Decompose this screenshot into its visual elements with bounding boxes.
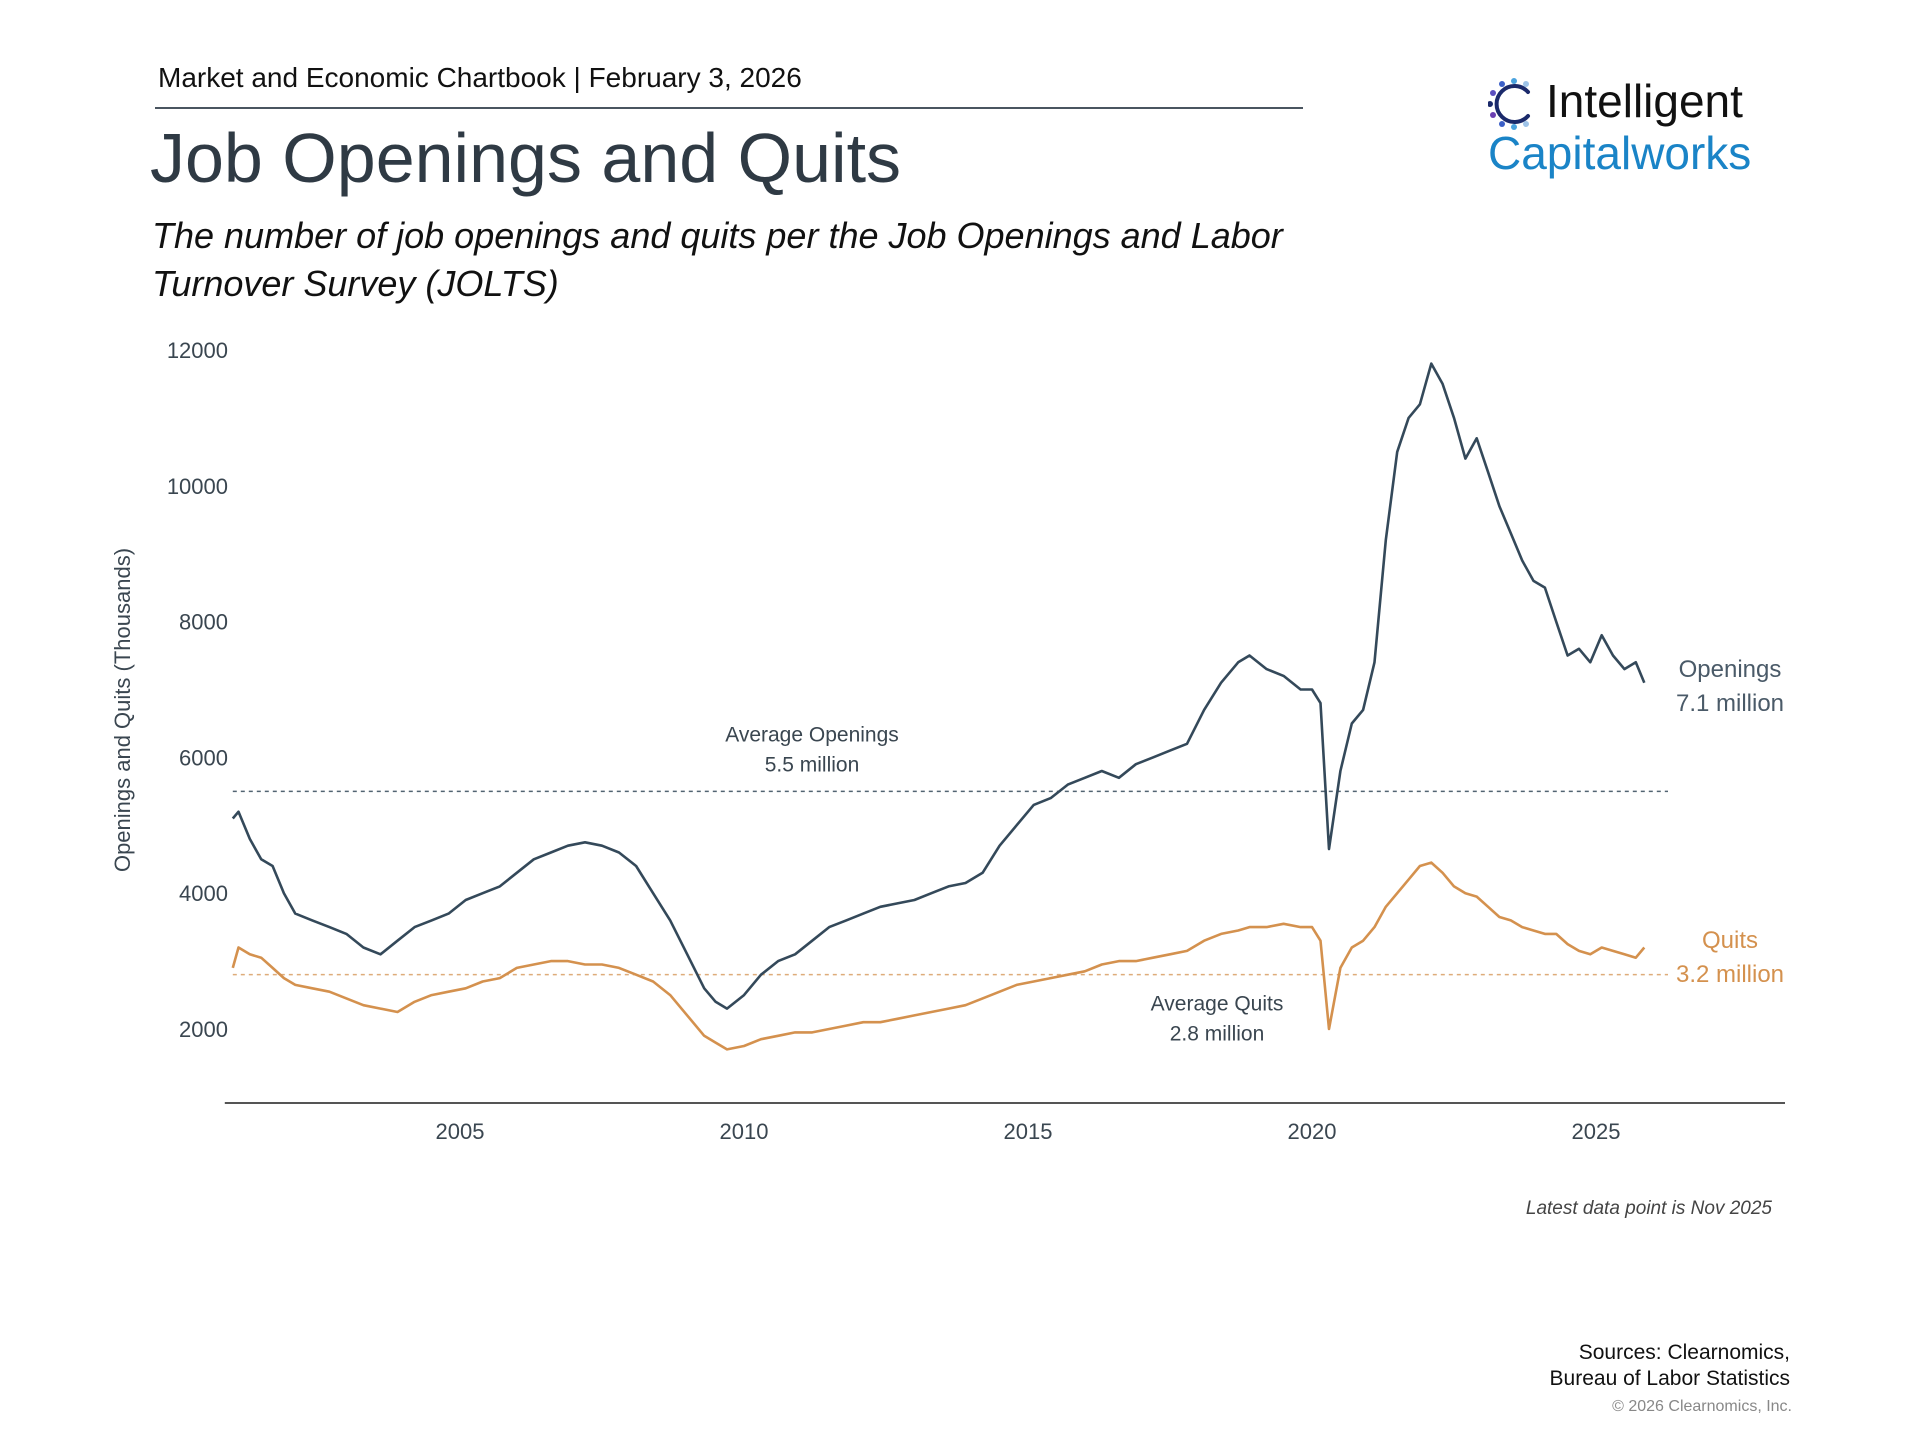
- chartbook-kicker: Market and Economic Chartbook | February…: [158, 62, 802, 93]
- x-tick-label: 2025: [1572, 1119, 1621, 1144]
- x-tick-label: 2005: [436, 1119, 485, 1144]
- header-divider: [155, 107, 1303, 109]
- reference-label-openings-value: 5.5 million: [765, 753, 860, 776]
- logo-text-capitalworks: Capitalworks: [1488, 127, 1752, 179]
- page-subtitle: The number of job openings and quits per…: [152, 215, 1283, 304]
- y-tick-label: 4000: [179, 881, 228, 906]
- sources-line-1: Sources: Clearnomics,: [1578, 1341, 1790, 1364]
- y-tick-label: 8000: [179, 610, 228, 635]
- y-tick-label: 2000: [179, 1017, 228, 1042]
- sources-line-2: Bureau of Labor Statistics: [1549, 1367, 1790, 1390]
- end-label-quits-value: 3.2 million: [1676, 961, 1784, 988]
- x-tick-label: 2015: [1004, 1119, 1053, 1144]
- latest-data-note: Latest data point is Nov 2025: [1525, 1198, 1772, 1219]
- end-label-openings-name: Openings: [1679, 656, 1782, 683]
- y-tick-label: 12000: [167, 338, 228, 363]
- series-line-openings: [231, 362, 1646, 1010]
- series-line-quits: [231, 861, 1646, 1051]
- sources-text: Sources: Clearnomics, Bureau of Labor St…: [1400, 1340, 1790, 1392]
- end-label-openings-value: 7.1 million: [1676, 690, 1784, 717]
- end-label-quits-name: Quits: [1702, 927, 1758, 954]
- copyright-text: © 2026 Clearnomics, Inc.: [1612, 1398, 1792, 1415]
- brand-logo: Intelligent Capitalworks: [1488, 74, 1808, 184]
- reference-label-quits-value: 2.8 million: [1170, 1023, 1265, 1046]
- page-title: Job Openings and Quits: [150, 119, 902, 197]
- x-tick-label: 2020: [1288, 1119, 1337, 1144]
- reference-label-openings-title: Average Openings: [725, 723, 899, 746]
- y-tick-label: 6000: [179, 745, 228, 770]
- x-tick-label: 2010: [720, 1119, 769, 1144]
- y-tick-label: 10000: [167, 474, 228, 499]
- reference-label-quits-title: Average Quits: [1151, 993, 1284, 1016]
- logo-mark-icon: [1488, 78, 1530, 130]
- logo-text-intelligent: Intelligent: [1546, 75, 1743, 127]
